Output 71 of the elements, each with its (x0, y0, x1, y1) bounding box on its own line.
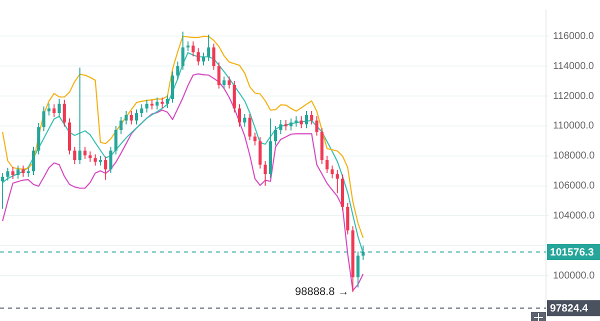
candlestick (145, 99, 148, 113)
candlestick (62, 99, 66, 128)
y-tick-label: 114000.0 (553, 60, 594, 72)
candlestick (346, 202, 350, 235)
candlestick (73, 146, 76, 165)
candlestick (171, 70, 174, 104)
candlestick (289, 118, 293, 131)
candlestick (196, 48, 200, 66)
candlestick (1, 172, 4, 210)
y-tick-label: 104000.0 (553, 210, 596, 222)
candlestick (304, 110, 308, 129)
candlestick (52, 104, 56, 118)
candlestick (253, 132, 257, 146)
candlestick (120, 116, 123, 135)
candlestick (11, 166, 14, 180)
candlestick (274, 125, 278, 146)
y-tick-label: 100000.0 (553, 270, 596, 282)
candlestick (228, 76, 231, 90)
candlestick (32, 146, 36, 176)
candlestick (243, 113, 246, 128)
y-tick-label: 116000.0 (553, 30, 594, 42)
annotation: 98888.8 → (295, 286, 349, 298)
candlestick (98, 155, 102, 166)
y-tick-label: 108000.0 (553, 150, 596, 162)
candlestick (326, 155, 329, 174)
candlestick (222, 76, 226, 90)
candlestick (47, 103, 50, 116)
candlestick (330, 165, 334, 179)
y-tick-label: 106000.0 (553, 180, 596, 192)
candlestick (58, 98, 61, 118)
ref-line-label: 101576.3 (550, 246, 594, 258)
y-tick-label: 110000.0 (553, 120, 594, 132)
candlestick (264, 160, 267, 186)
candlestick (156, 97, 159, 110)
candlestick (94, 154, 97, 166)
candlestick (207, 34, 210, 62)
candlestick (37, 122, 40, 155)
candlestick (300, 116, 303, 129)
candlestick (83, 146, 87, 160)
candlestick (294, 116, 298, 128)
candlestick (134, 108, 138, 125)
candlestick (232, 80, 236, 113)
candlestick (78, 67, 82, 165)
candlestick (315, 116, 318, 136)
candlestick (176, 61, 180, 80)
candlestick (192, 40, 195, 57)
candlestick (104, 156, 108, 180)
candlestick (336, 170, 339, 194)
candlestick (181, 31, 184, 70)
candlestick (279, 119, 282, 135)
candlestick (124, 110, 128, 125)
candlestick (258, 136, 262, 170)
candlestick (217, 62, 220, 90)
candlestick (310, 110, 314, 125)
candlestick (42, 106, 46, 132)
candlestick (16, 165, 20, 180)
y-tick-label: 112000.0 (553, 90, 594, 102)
candlestick (186, 40, 190, 52)
candlestick (130, 110, 133, 125)
candlestick (109, 146, 112, 174)
candlestick (248, 113, 252, 141)
candlestick (202, 52, 206, 66)
ref-line-label: 97824.4 (550, 302, 588, 314)
candlestick (114, 125, 118, 155)
candlestick (212, 43, 216, 70)
candlestick (166, 94, 169, 108)
candlestick (238, 104, 242, 128)
candlestick (140, 104, 144, 118)
candlestick (6, 167, 10, 182)
candlestick (160, 97, 164, 108)
candlestick (22, 165, 25, 178)
